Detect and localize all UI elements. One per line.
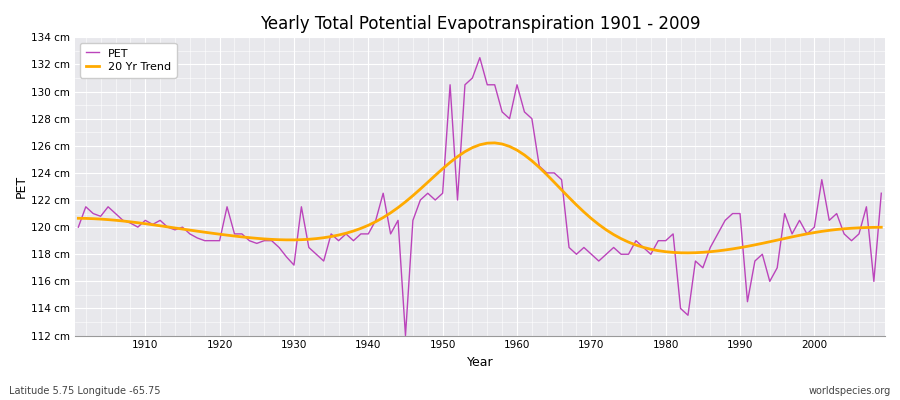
20 Yr Trend xyxy=(511,148,522,152)
PET xyxy=(616,252,626,257)
20 Yr Trend xyxy=(876,225,886,230)
20 Yr Trend xyxy=(519,152,530,157)
20 Yr Trend xyxy=(608,232,619,237)
20 Yr Trend xyxy=(132,220,143,225)
Line: 20 Yr Trend: 20 Yr Trend xyxy=(78,143,881,253)
20 Yr Trend xyxy=(340,231,351,236)
20 Yr Trend xyxy=(296,237,307,242)
PET xyxy=(519,110,530,114)
PET xyxy=(876,191,886,196)
PET xyxy=(73,225,84,230)
PET xyxy=(474,55,485,60)
20 Yr Trend xyxy=(73,216,84,221)
PET xyxy=(400,333,411,338)
20 Yr Trend xyxy=(682,250,693,255)
PET xyxy=(296,204,307,209)
Title: Yearly Total Potential Evapotranspiration 1901 - 2009: Yearly Total Potential Evapotranspiratio… xyxy=(259,15,700,33)
Text: Latitude 5.75 Longitude -65.75: Latitude 5.75 Longitude -65.75 xyxy=(9,386,160,396)
Legend: PET, 20 Yr Trend: PET, 20 Yr Trend xyxy=(80,43,176,78)
PET xyxy=(340,232,351,236)
Y-axis label: PET: PET xyxy=(15,175,28,198)
PET xyxy=(132,225,143,230)
X-axis label: Year: Year xyxy=(466,356,493,369)
Line: PET: PET xyxy=(78,58,881,336)
20 Yr Trend xyxy=(490,140,500,145)
PET xyxy=(526,116,537,121)
Text: worldspecies.org: worldspecies.org xyxy=(809,386,891,396)
